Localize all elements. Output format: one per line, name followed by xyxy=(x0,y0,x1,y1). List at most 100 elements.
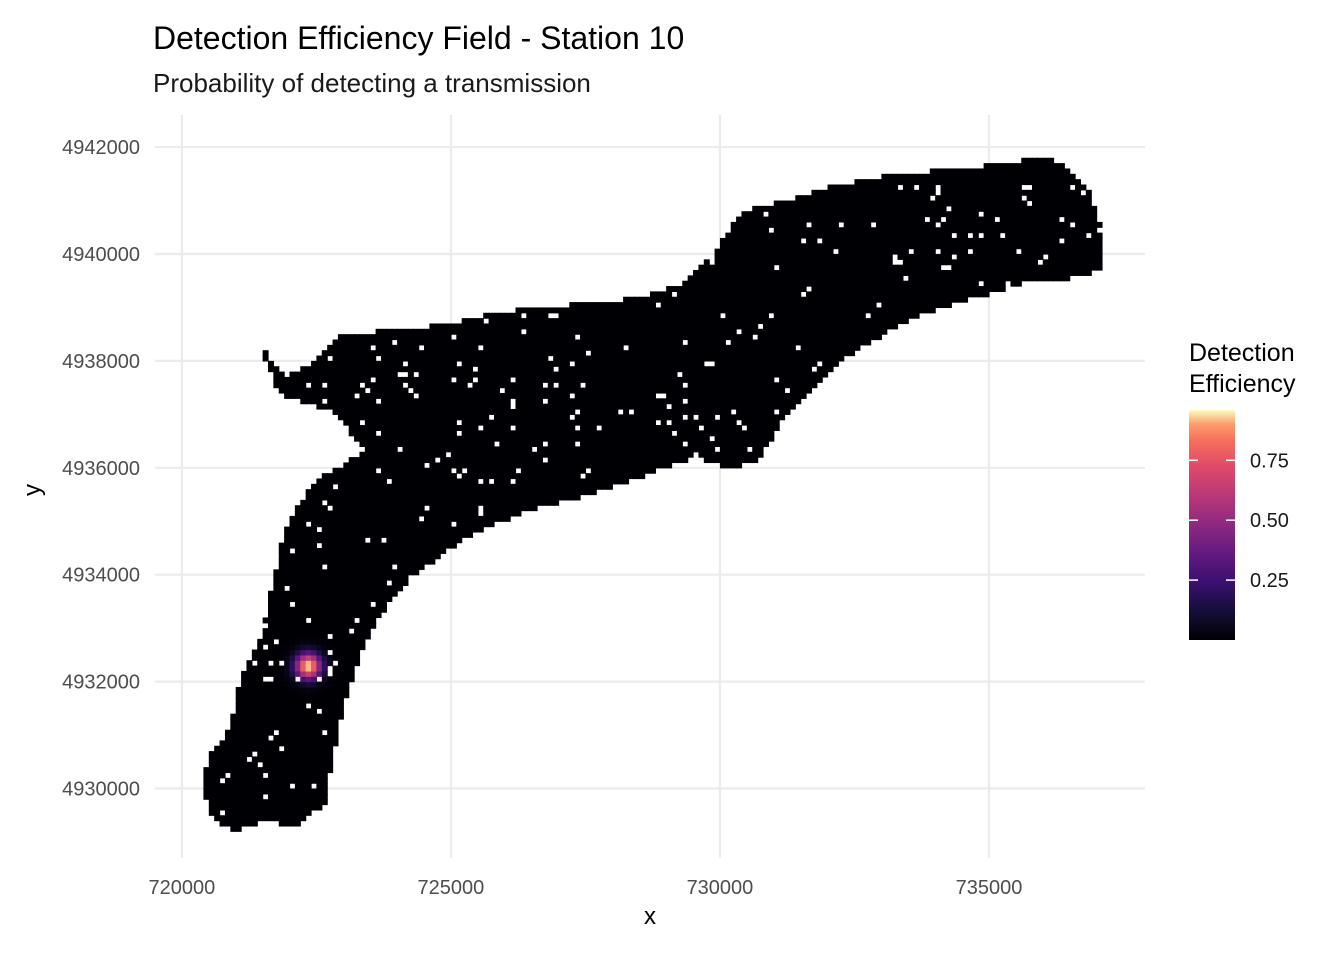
raster-cell xyxy=(547,387,554,394)
raster-cell xyxy=(768,328,775,335)
raster-cell xyxy=(267,809,274,816)
raster-cell xyxy=(703,275,710,282)
raster-cell xyxy=(773,307,780,314)
raster-cell xyxy=(289,740,296,747)
raster-cell xyxy=(402,355,409,362)
raster-cell xyxy=(714,457,721,464)
raster-cell xyxy=(596,435,603,442)
raster-cell xyxy=(456,344,463,351)
raster-cell xyxy=(380,596,387,603)
raster-cell xyxy=(300,537,307,544)
raster-cell xyxy=(429,376,436,383)
raster-cell xyxy=(224,756,231,763)
raster-cell xyxy=(773,392,780,399)
raster-cell xyxy=(332,628,339,635)
raster-cell xyxy=(865,328,872,335)
raster-cell xyxy=(504,483,511,490)
raster-cell xyxy=(493,339,500,346)
raster-cell xyxy=(359,441,366,448)
raster-cell xyxy=(467,355,474,362)
raster-cell xyxy=(402,521,409,528)
raster-cell xyxy=(693,360,700,367)
raster-cell xyxy=(257,686,264,693)
raster-cell xyxy=(762,382,769,389)
raster-cell xyxy=(397,408,404,415)
raster-cell xyxy=(337,622,344,629)
raster-cell xyxy=(370,483,377,490)
raster-cell xyxy=(273,756,280,763)
raster-cell xyxy=(424,403,430,410)
raster-cell xyxy=(515,387,522,394)
raster-cell xyxy=(370,446,377,453)
raster-cell xyxy=(832,312,839,319)
raster-cell xyxy=(827,243,834,250)
raster-cell xyxy=(504,451,511,458)
raster-cell xyxy=(300,585,307,592)
raster-cell xyxy=(391,505,398,512)
raster-cell xyxy=(354,649,361,656)
raster-cell xyxy=(483,334,490,341)
raster-cell xyxy=(703,259,710,266)
raster-cell xyxy=(477,419,484,426)
raster-cell xyxy=(294,809,301,816)
raster-cell xyxy=(709,441,716,448)
raster-cell xyxy=(450,531,457,538)
raster-cell xyxy=(779,200,786,207)
raster-cell xyxy=(800,232,807,239)
raster-cell xyxy=(806,350,813,357)
raster-cell xyxy=(698,387,705,394)
raster-cell xyxy=(321,580,328,586)
raster-cell xyxy=(499,323,506,330)
raster-cell xyxy=(709,366,716,373)
raster-cell xyxy=(450,451,457,458)
raster-cell xyxy=(822,286,829,292)
raster-cell xyxy=(251,686,258,693)
raster-cell xyxy=(709,387,716,394)
raster-cell xyxy=(219,804,226,811)
raster-cell xyxy=(273,788,280,795)
raster-cell xyxy=(337,505,344,512)
raster-cell xyxy=(246,820,253,827)
raster-cell xyxy=(300,670,307,677)
raster-cell xyxy=(354,430,361,437)
raster-cell xyxy=(687,371,694,378)
raster-cell xyxy=(311,686,318,693)
raster-cell xyxy=(580,451,587,458)
raster-cell xyxy=(859,211,866,218)
raster-cell xyxy=(456,435,463,442)
raster-cell xyxy=(854,318,861,325)
raster-cell xyxy=(343,355,350,362)
raster-cell xyxy=(429,425,436,431)
raster-cell xyxy=(488,510,495,517)
raster-cell xyxy=(246,767,253,774)
raster-cell xyxy=(440,473,447,480)
raster-cell xyxy=(832,232,839,239)
raster-cell xyxy=(789,200,796,207)
raster-cell xyxy=(251,740,258,747)
raster-cell xyxy=(510,408,517,415)
raster-cell xyxy=(364,441,371,448)
raster-cell xyxy=(343,628,350,635)
raster-cell xyxy=(590,425,597,431)
raster-cell xyxy=(424,531,430,538)
raster-cell xyxy=(235,761,242,768)
raster-cell xyxy=(574,451,581,458)
raster-cell xyxy=(784,408,791,415)
raster-cell xyxy=(418,564,425,570)
raster-cell xyxy=(606,360,613,367)
raster-cell xyxy=(278,719,285,725)
raster-cell xyxy=(337,692,344,699)
raster-cell xyxy=(800,211,807,218)
raster-cell xyxy=(515,441,522,448)
raster-cell xyxy=(235,686,242,693)
raster-cell xyxy=(563,419,570,426)
raster-cell xyxy=(321,745,328,752)
raster-cell xyxy=(843,350,850,357)
raster-cell xyxy=(816,280,823,287)
raster-cell xyxy=(214,761,221,768)
raster-cell xyxy=(660,328,667,335)
raster-cell xyxy=(515,430,522,437)
raster-cell xyxy=(563,318,570,325)
raster-cell xyxy=(343,339,350,346)
raster-cell xyxy=(687,446,694,453)
